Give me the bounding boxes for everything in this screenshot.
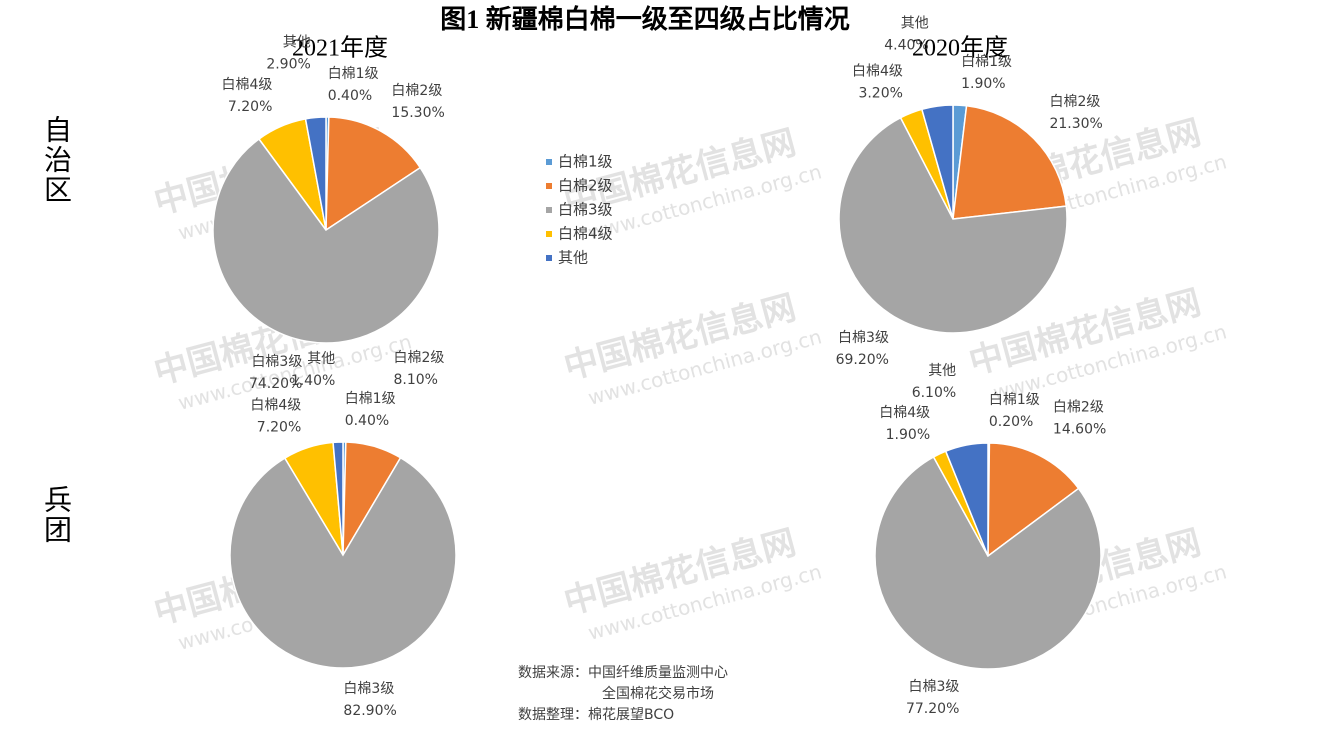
slice-value-label: 21.30% [1049, 116, 1102, 132]
slice-value-label: 6.10% [912, 385, 956, 401]
slice-category: 白棉3级 [838, 329, 889, 346]
slice-value-label: 1.90% [886, 427, 930, 443]
slice-value-label: 1.90% [961, 76, 1005, 92]
slice-category: 白棉2级 [391, 82, 442, 99]
slice-category: 白棉1级 [989, 391, 1040, 408]
slice-category: 白棉1级 [328, 65, 379, 82]
slice-value-label: 15.30% [391, 105, 444, 121]
legend-swatch [546, 231, 552, 237]
pie-slice [952, 104, 1068, 220]
row-label: 自治区 [40, 115, 73, 205]
legend-label: 白棉3级 [558, 201, 613, 219]
slice-category: 其他 [901, 16, 929, 32]
slice-value-label: 0.40% [345, 413, 389, 429]
pie-slice [874, 455, 1102, 670]
slice-category: 白棉2级 [394, 349, 445, 366]
slice-category: 白棉1级 [345, 390, 396, 407]
slice-category: 白棉2级 [1049, 93, 1100, 110]
pie-slice [332, 441, 344, 556]
slice-category: 白棉3级 [908, 678, 959, 695]
slice-value-label: 4.40% [884, 38, 928, 54]
legend-label: 白棉2级 [558, 177, 613, 195]
legend-label: 白棉1级 [558, 153, 613, 171]
slice-value-label: 14.60% [1053, 422, 1106, 438]
pie-slice [944, 442, 989, 557]
pie-slice [325, 116, 422, 232]
pie-slice [304, 116, 327, 231]
pie-slice [212, 137, 440, 344]
slice-category: 白棉2级 [1053, 399, 1104, 416]
slice-category: 白棉4级 [852, 63, 903, 80]
slice-value-label: 0.20% [989, 414, 1033, 430]
chart-title: 图1 新疆棉白棉一级至四级占比情况 [440, 4, 850, 34]
pie-slice [987, 442, 1080, 558]
slice-value-label: 82.90% [343, 703, 396, 719]
slice-value-label: 74.20% [249, 376, 302, 392]
source-note: 数据来源：中国纤维质量监测中心 [518, 665, 728, 681]
column-title: 2020年度 [912, 35, 1008, 62]
legend-swatch [546, 207, 552, 213]
legend-swatch [546, 255, 552, 261]
slice-value-label: 7.20% [228, 99, 272, 115]
slice-category: 白棉3级 [251, 353, 302, 370]
slice-value-label: 2.90% [266, 57, 310, 73]
pie-slice [920, 104, 954, 220]
legend-label: 其他 [558, 249, 588, 267]
slice-value-label: 0.40% [328, 88, 372, 104]
slice-category: 其他 [307, 351, 335, 367]
slice-category: 白棉4级 [879, 404, 930, 421]
slice-value-label: 1.40% [291, 373, 335, 389]
slice-value-label: 7.20% [257, 420, 301, 436]
pie-slice [838, 116, 1068, 334]
source-note: 数据整理：棉花展望BCO [518, 706, 674, 723]
slice-value-label: 69.20% [836, 352, 889, 368]
slice-value-label: 8.10% [394, 372, 438, 388]
slice-category: 白棉3级 [343, 680, 394, 697]
pie-slice [229, 456, 457, 669]
legend-label: 白棉4级 [558, 225, 613, 243]
slice-category: 白棉1级 [961, 53, 1012, 70]
row-label: 兵团 [40, 485, 73, 545]
legend-swatch [546, 159, 552, 165]
slice-category: 其他 [928, 363, 956, 379]
slice-category: 白棉4级 [250, 397, 301, 414]
source-note: 全国棉花交易市场 [602, 685, 714, 702]
legend-swatch [546, 183, 552, 189]
slice-value-label: 3.20% [858, 86, 902, 102]
column-title: 2021年度 [292, 35, 388, 62]
slice-category: 其他 [283, 35, 311, 51]
slice-category: 白棉4级 [221, 76, 272, 93]
slice-value-label: 77.20% [906, 701, 959, 717]
